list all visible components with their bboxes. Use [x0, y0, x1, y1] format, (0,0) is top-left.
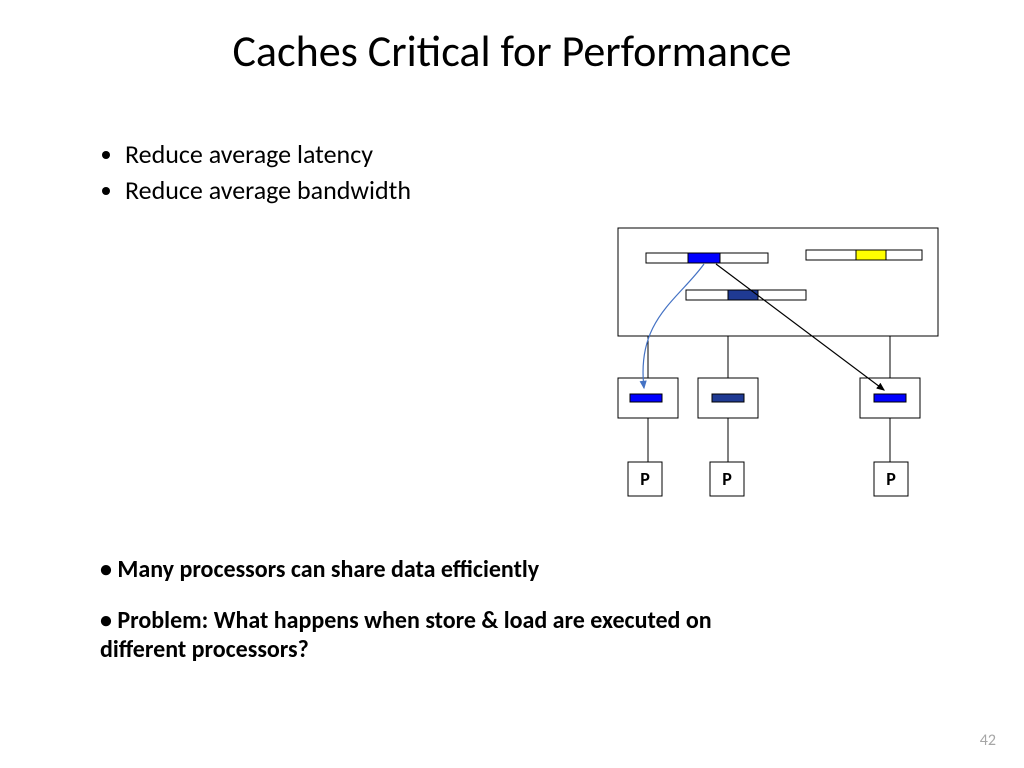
bottom-bullet-block: • Many processors can share data efficie…	[100, 555, 740, 686]
page-title: Caches Critical for Performance	[0, 0, 1024, 78]
svg-text:P: P	[640, 468, 650, 490]
processor-boxes: PPP	[628, 462, 908, 496]
page-number: 42	[980, 731, 996, 750]
svg-text:P: P	[886, 468, 896, 490]
cache-diagram: PPP	[588, 220, 948, 520]
bullet-item: Reduce average bandwidth	[125, 174, 411, 206]
top-bullet-list: Reduce average latency Reduce average ba…	[95, 138, 411, 210]
connector-lines	[648, 336, 890, 462]
memory-box	[618, 228, 938, 336]
bold-bullet: • Problem: What happens when store & loa…	[100, 606, 740, 664]
bullet-item: Reduce average latency	[125, 138, 411, 170]
bold-bullet: • Many processors can share data efficie…	[100, 555, 740, 584]
svg-text:P: P	[722, 468, 732, 490]
